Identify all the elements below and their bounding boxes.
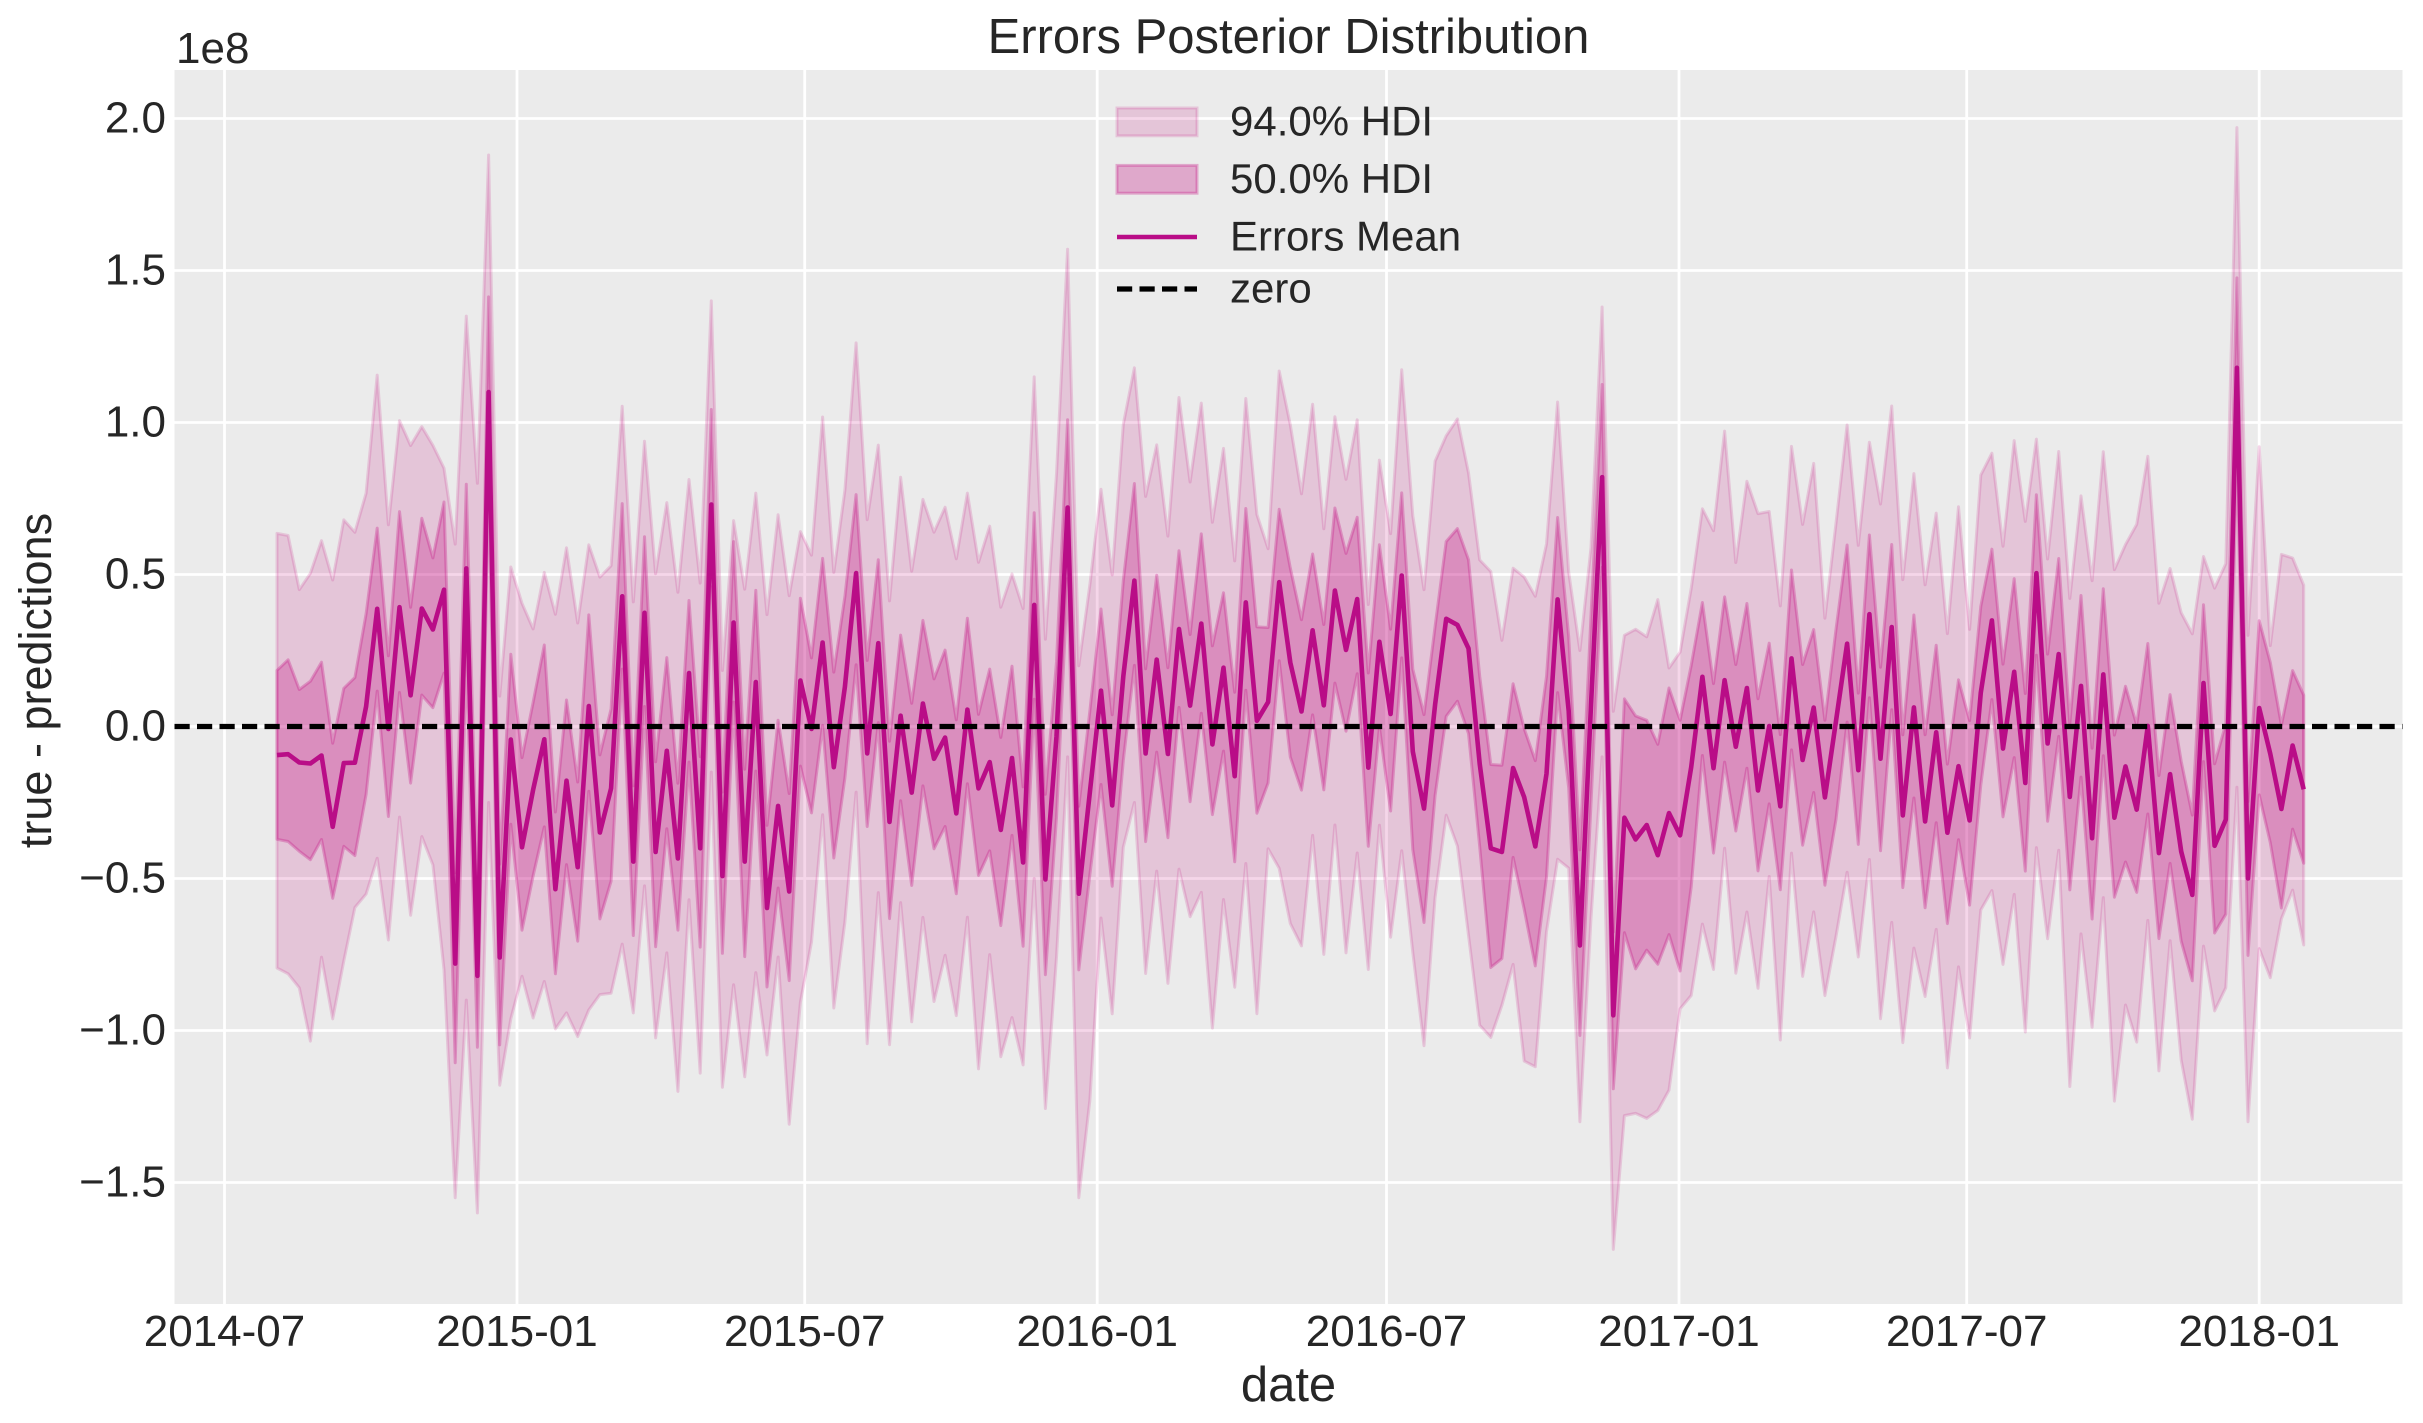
svg-text:2017-07: 2017-07 [1886, 1307, 2047, 1356]
svg-text:true - predictions: true - predictions [10, 513, 61, 848]
svg-text:2018-01: 2018-01 [2178, 1307, 2339, 1356]
svg-text:1e8: 1e8 [176, 24, 249, 73]
svg-text:Errors Mean: Errors Mean [1230, 213, 1461, 260]
svg-text:−1.0: −1.0 [79, 1005, 166, 1054]
svg-text:date: date [1241, 1358, 1336, 1412]
svg-text:2016-01: 2016-01 [1016, 1307, 1177, 1356]
svg-text:−0.5: −0.5 [79, 853, 166, 902]
svg-text:50.0% HDI: 50.0% HDI [1230, 155, 1433, 202]
svg-text:1.5: 1.5 [105, 245, 166, 294]
svg-text:zero: zero [1230, 265, 1312, 312]
svg-text:Errors Posterior Distribution: Errors Posterior Distribution [988, 10, 1590, 64]
svg-text:2014-07: 2014-07 [144, 1307, 305, 1356]
svg-text:2015-07: 2015-07 [724, 1307, 885, 1356]
svg-text:2017-01: 2017-01 [1598, 1307, 1759, 1356]
svg-text:−1.5: −1.5 [79, 1157, 166, 1206]
svg-text:0.0: 0.0 [105, 701, 166, 750]
svg-text:2.0: 2.0 [105, 93, 166, 142]
svg-text:0.5: 0.5 [105, 549, 166, 598]
svg-text:1.0: 1.0 [105, 397, 166, 446]
svg-text:94.0% HDI: 94.0% HDI [1230, 98, 1433, 145]
svg-text:2016-07: 2016-07 [1306, 1307, 1467, 1356]
svg-text:2015-01: 2015-01 [436, 1307, 597, 1356]
